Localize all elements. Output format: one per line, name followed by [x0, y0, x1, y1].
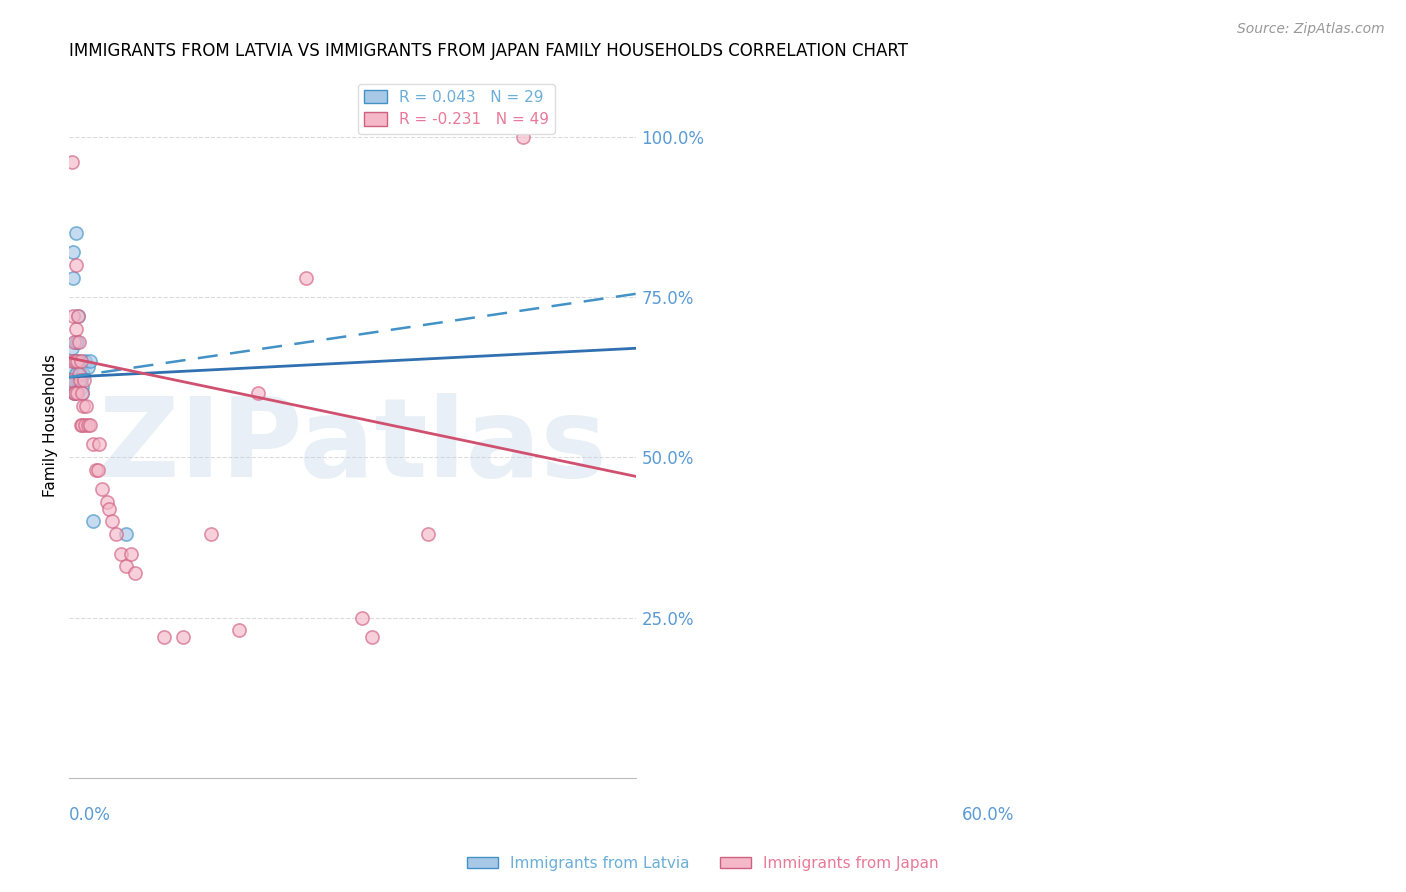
Point — [70, 386, 93, 401]
Point — [82, 437, 104, 451]
Point — [65, 367, 87, 381]
Point — [63, 386, 86, 401]
Point — [66, 373, 89, 387]
Point — [66, 373, 89, 387]
Point — [66, 386, 89, 401]
Point — [60, 360, 83, 375]
Point — [247, 386, 270, 401]
Point — [110, 547, 132, 561]
Point — [63, 334, 86, 349]
Point — [115, 559, 138, 574]
Point — [63, 386, 86, 401]
Text: IMMIGRANTS FROM LATVIA VS IMMIGRANTS FROM JAPAN FAMILY HOUSEHOLDS CORRELATION CH: IMMIGRANTS FROM LATVIA VS IMMIGRANTS FRO… — [69, 42, 908, 60]
Point — [70, 380, 93, 394]
Point — [72, 399, 94, 413]
Point — [65, 322, 87, 336]
Point — [66, 334, 89, 349]
Point — [63, 373, 86, 387]
Point — [79, 354, 101, 368]
Point — [418, 527, 440, 541]
Text: 0.0%: 0.0% — [69, 806, 111, 824]
Point — [79, 418, 101, 433]
Point — [69, 367, 91, 381]
Point — [67, 373, 90, 387]
Point — [77, 418, 100, 433]
Point — [360, 630, 382, 644]
Point — [72, 418, 94, 433]
Point — [77, 360, 100, 375]
Point — [67, 354, 90, 368]
Point — [63, 386, 86, 401]
Point — [97, 501, 120, 516]
Point — [124, 566, 146, 580]
Point — [66, 309, 89, 323]
Point — [89, 437, 111, 451]
Point — [69, 373, 91, 387]
Point — [75, 354, 97, 368]
Point — [105, 527, 128, 541]
Point — [172, 630, 194, 644]
Point — [62, 245, 84, 260]
Point — [67, 334, 90, 349]
Point — [63, 354, 86, 368]
Point — [73, 373, 96, 387]
Y-axis label: Family Households: Family Households — [44, 354, 58, 497]
Point — [69, 354, 91, 368]
Point — [65, 226, 87, 240]
Point — [200, 527, 222, 541]
Point — [152, 630, 174, 644]
Point — [72, 367, 94, 381]
Point — [63, 386, 86, 401]
Point — [228, 624, 250, 638]
Point — [63, 373, 86, 387]
Point — [60, 354, 83, 368]
Legend: Immigrants from Latvia, Immigrants from Japan: Immigrants from Latvia, Immigrants from … — [461, 850, 945, 877]
Point — [69, 418, 91, 433]
Point — [82, 515, 104, 529]
Point — [84, 463, 107, 477]
Point — [115, 527, 138, 541]
Legend: R = 0.043   N = 29, R = -0.231   N = 49: R = 0.043 N = 29, R = -0.231 N = 49 — [357, 84, 555, 134]
Point — [294, 270, 316, 285]
Point — [75, 399, 97, 413]
Point — [63, 354, 86, 368]
Point — [67, 367, 90, 381]
Text: ZIPatlas: ZIPatlas — [98, 392, 607, 500]
Point — [66, 354, 89, 368]
Point — [62, 270, 84, 285]
Point — [512, 129, 534, 144]
Point — [60, 373, 83, 387]
Point — [62, 309, 84, 323]
Point — [65, 334, 87, 349]
Point — [100, 515, 122, 529]
Point — [60, 373, 83, 387]
Point — [75, 418, 97, 433]
Point — [120, 547, 142, 561]
Point — [72, 386, 94, 401]
Point — [96, 495, 118, 509]
Point — [65, 258, 87, 272]
Point — [352, 610, 374, 624]
Point — [69, 373, 91, 387]
Point — [60, 341, 83, 355]
Point — [66, 309, 89, 323]
Point — [86, 463, 108, 477]
Point — [91, 483, 114, 497]
Text: Source: ZipAtlas.com: Source: ZipAtlas.com — [1237, 22, 1385, 37]
Point — [60, 155, 83, 169]
Text: 60.0%: 60.0% — [962, 806, 1015, 824]
